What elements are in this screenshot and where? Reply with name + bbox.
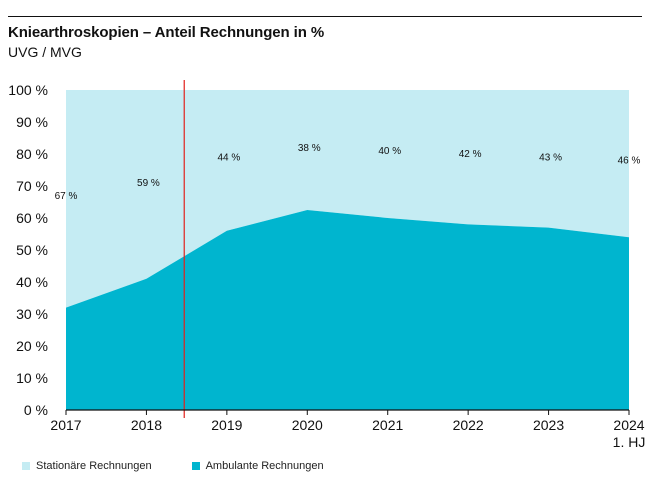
y-tick-label: 100 % xyxy=(8,82,48,98)
legend: Stationäre Rechnungen Ambulante Rechnung… xyxy=(22,460,324,472)
x-tick-sublabel: 1. HJ xyxy=(613,434,646,450)
data-label: 43 % xyxy=(539,152,562,163)
y-tick-label: 30 % xyxy=(16,306,48,322)
data-label: 59 % xyxy=(137,178,160,189)
data-label: 67 % xyxy=(55,191,78,202)
y-tick-label: 90 % xyxy=(16,114,48,130)
y-tick-label: 60 % xyxy=(16,210,48,226)
data-label: 42 % xyxy=(459,149,482,160)
y-tick-label: 70 % xyxy=(16,178,48,194)
y-tick-label: 10 % xyxy=(16,370,48,386)
y-tick-label: 20 % xyxy=(16,338,48,354)
legend-item-ambulant: Ambulante Rechnungen xyxy=(191,460,324,472)
x-tick-label: 2024 xyxy=(613,417,644,433)
legend-swatch-ambulant xyxy=(191,462,200,470)
data-label: 38 % xyxy=(298,143,321,154)
x-tick-label: 2020 xyxy=(292,417,323,433)
x-tick-label: 2023 xyxy=(533,417,564,433)
y-tick-label: 50 % xyxy=(16,242,48,258)
data-label: 40 % xyxy=(378,146,401,157)
y-tick-label: 80 % xyxy=(16,146,48,162)
x-tick-label: 2017 xyxy=(50,417,81,433)
x-tick-label: 2021 xyxy=(372,417,403,433)
y-tick-label: 0 % xyxy=(24,402,48,418)
legend-item-stationaer: Stationäre Rechnungen xyxy=(22,460,152,472)
x-tick-label: 2022 xyxy=(453,417,484,433)
legend-label-ambulant: Ambulante Rechnungen xyxy=(205,460,324,472)
data-label: 44 % xyxy=(217,152,240,163)
chart-title: Kniearthroskopien – Anteil Rechnungen in… xyxy=(8,24,325,41)
legend-swatch-stationaer xyxy=(22,462,30,470)
x-tick-label: 2018 xyxy=(131,417,162,433)
legend-label-stationaer: Stationäre Rechnungen xyxy=(36,460,152,472)
chart-subtitle: UVG / MVG xyxy=(8,44,82,60)
y-tick-label: 40 % xyxy=(16,274,48,290)
area-stationaer xyxy=(66,90,629,308)
area-ambulant xyxy=(66,210,629,410)
top-rule xyxy=(8,16,642,17)
x-tick-label: 2019 xyxy=(211,417,242,433)
data-label: 46 % xyxy=(618,156,641,167)
